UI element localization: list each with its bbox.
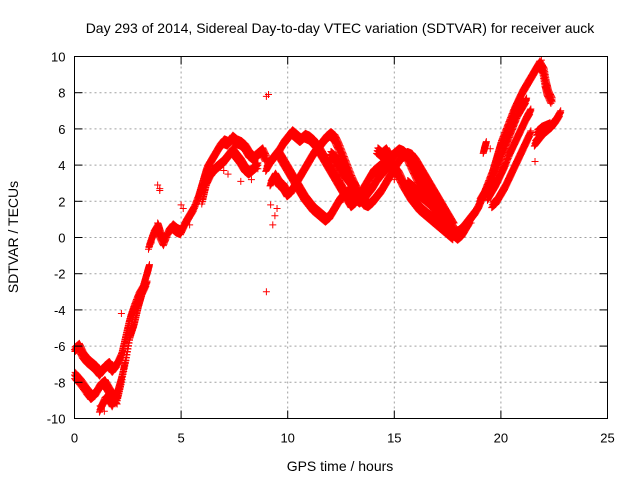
data-point-marker [136, 296, 144, 304]
data-point-marker [126, 334, 134, 342]
data-point-marker [124, 345, 132, 353]
data-point-marker [113, 392, 120, 400]
data-point-marker [138, 292, 146, 300]
data-point-marker [114, 386, 122, 394]
data-point-marker [125, 339, 133, 347]
data-point-marker [135, 300, 143, 308]
data-point-marker [128, 326, 136, 334]
data-point-marker [144, 266, 152, 274]
data-point-marker [127, 331, 135, 339]
data-point-marker [126, 333, 134, 341]
data-point-marker [145, 262, 153, 270]
data-point-marker [127, 329, 135, 337]
data-point-marker [142, 283, 150, 291]
data-point-marker [136, 298, 144, 306]
data-point-marker [115, 385, 123, 393]
data-point-marker [116, 355, 124, 363]
data-point-marker [115, 383, 123, 391]
data-point-marker [124, 342, 132, 350]
data-point-marker [125, 336, 133, 344]
data-point-marker [134, 303, 142, 311]
data-point-marker [129, 325, 137, 333]
data-point-marker [135, 301, 143, 309]
data-point-marker [141, 284, 149, 292]
data-points [71, 56, 565, 416]
data-point-marker [134, 305, 142, 313]
data-point-marker [128, 328, 136, 336]
data-point-marker [143, 279, 151, 287]
data-point-marker [137, 294, 145, 302]
chart-title: Day 293 of 2014, Sidereal Day-to-day VTE… [86, 20, 596, 36]
data-point-marker [123, 350, 131, 358]
data-point-marker [112, 364, 120, 372]
data-point-marker [114, 388, 122, 396]
data-point-marker [116, 379, 124, 387]
data-point-marker [113, 390, 121, 398]
data-point-marker [123, 348, 131, 356]
data-point-marker [116, 381, 124, 389]
data-point-marker [112, 393, 120, 401]
